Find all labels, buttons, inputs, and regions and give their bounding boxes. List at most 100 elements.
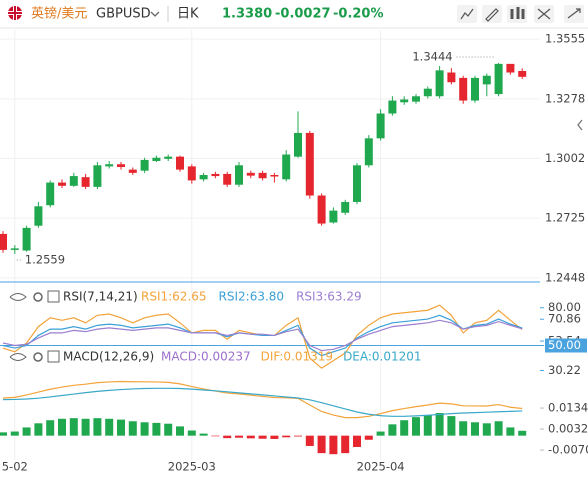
macd-bar [164, 423, 173, 436]
candle-body [235, 165, 243, 185]
y-tick-label: 1.2448 [545, 270, 585, 284]
macd-bar [400, 420, 409, 436]
toolbar [457, 5, 584, 23]
candle-body [282, 154, 291, 180]
symbol-code[interactable]: GBPUSD [96, 7, 151, 22]
eye-icon[interactable] [9, 293, 27, 301]
flag-icon [8, 6, 22, 20]
macd-bar [494, 421, 503, 436]
candle-body [58, 182, 66, 186]
candle-body [518, 70, 527, 77]
candle-body [93, 165, 102, 187]
tool-icon [485, 8, 499, 22]
candle-body [152, 157, 161, 161]
macd-bar [187, 430, 196, 436]
gear-icon[interactable] [33, 352, 43, 362]
candle-body [459, 77, 468, 101]
macd-bar [81, 418, 90, 436]
box-icon[interactable] [47, 290, 60, 303]
candle-body [423, 88, 432, 97]
macd-bar [423, 415, 432, 436]
y-tick-label: 0.01342 [548, 401, 588, 415]
macd-bar [459, 421, 468, 436]
macd-bar [282, 435, 291, 438]
candle-body [187, 166, 196, 181]
candle-body [164, 156, 173, 159]
candle-body [270, 175, 279, 177]
gear-icon[interactable] [33, 292, 43, 302]
tool-button[interactable] [457, 5, 477, 23]
x-tick-label: 2025-03 [168, 460, 216, 474]
x-tick-label: 2025-04 [357, 460, 405, 474]
candle-body [494, 63, 503, 95]
rsi-line [2, 314, 523, 357]
candle-body [140, 159, 149, 171]
candle-body [305, 132, 314, 196]
macd-bar [329, 435, 338, 455]
symbol-name[interactable]: 英镑/美元 [31, 6, 87, 22]
macd-bar [518, 430, 527, 436]
y-tick-label: 1.3278 [545, 91, 585, 105]
macd-bar [34, 423, 43, 436]
y-tick-label: 1.2725 [545, 211, 585, 225]
price: 1.3380 [222, 7, 272, 22]
candle-body [69, 176, 78, 186]
macd-bar [294, 435, 302, 437]
macd-bar [364, 435, 373, 440]
tool-icon [537, 8, 551, 20]
candle-body [435, 70, 444, 97]
macd-bar [93, 418, 102, 436]
rsi-title: RSI(7,14,21) [63, 290, 138, 304]
macd-bar [388, 424, 397, 436]
macd-bar [447, 416, 456, 436]
tool-icon [567, 8, 581, 19]
macd-bar [46, 420, 55, 436]
macd-bar [105, 418, 114, 436]
legend-entry: RSI3:63.29 [296, 290, 362, 304]
macd-bar [412, 417, 420, 436]
macd-bar [235, 435, 243, 438]
y-tick-label: 0.00321 [548, 422, 588, 436]
y-tick-label: 50.00 [548, 338, 581, 352]
box-icon[interactable] [47, 350, 60, 363]
macd-bar [117, 419, 125, 436]
candle-body [412, 96, 420, 102]
dropdown-arrow[interactable] [150, 11, 160, 17]
tool-button[interactable] [482, 5, 502, 23]
period[interactable]: 日K [177, 7, 199, 22]
candle-body [105, 164, 114, 167]
macd-title: MACD(12,26,9) [63, 350, 154, 364]
candle-body [447, 72, 456, 83]
macd-bar [317, 435, 326, 454]
macd-bar [506, 427, 515, 436]
macd-bar [176, 426, 184, 436]
candle-body [81, 177, 90, 187]
macd-bar [0, 432, 7, 436]
candle-body [246, 172, 255, 176]
macd-bar [223, 435, 232, 439]
macd-line [2, 380, 523, 419]
macd-bar [128, 421, 137, 436]
eye-icon[interactable] [9, 353, 27, 361]
high-annotation: 1.3444 [412, 50, 452, 64]
macd-bar [140, 422, 149, 436]
y-tick-label: 1.3002 [545, 151, 585, 165]
candle-body [258, 172, 267, 179]
legend-entry: MACD:0.00237 [161, 350, 251, 364]
candle-body [223, 173, 232, 185]
collapse-arrow[interactable] [577, 119, 583, 131]
legend-entry: DEA:0.01201 [343, 350, 422, 364]
candle-body [400, 99, 409, 103]
macd-bar [435, 413, 444, 436]
candle-body [341, 201, 350, 213]
macd-bar [10, 431, 19, 436]
macd-bar [211, 435, 220, 437]
legend-entry: RSI1:62.65 [141, 290, 207, 304]
candle-body [117, 164, 125, 168]
candle-body [0, 233, 7, 250]
legend-entry: DIF:0.01319 [261, 350, 333, 364]
candle-body [364, 138, 373, 166]
macd-bar [152, 422, 161, 436]
macd-header: MACD(12,26,9) [9, 350, 154, 364]
candle-body [317, 195, 326, 224]
